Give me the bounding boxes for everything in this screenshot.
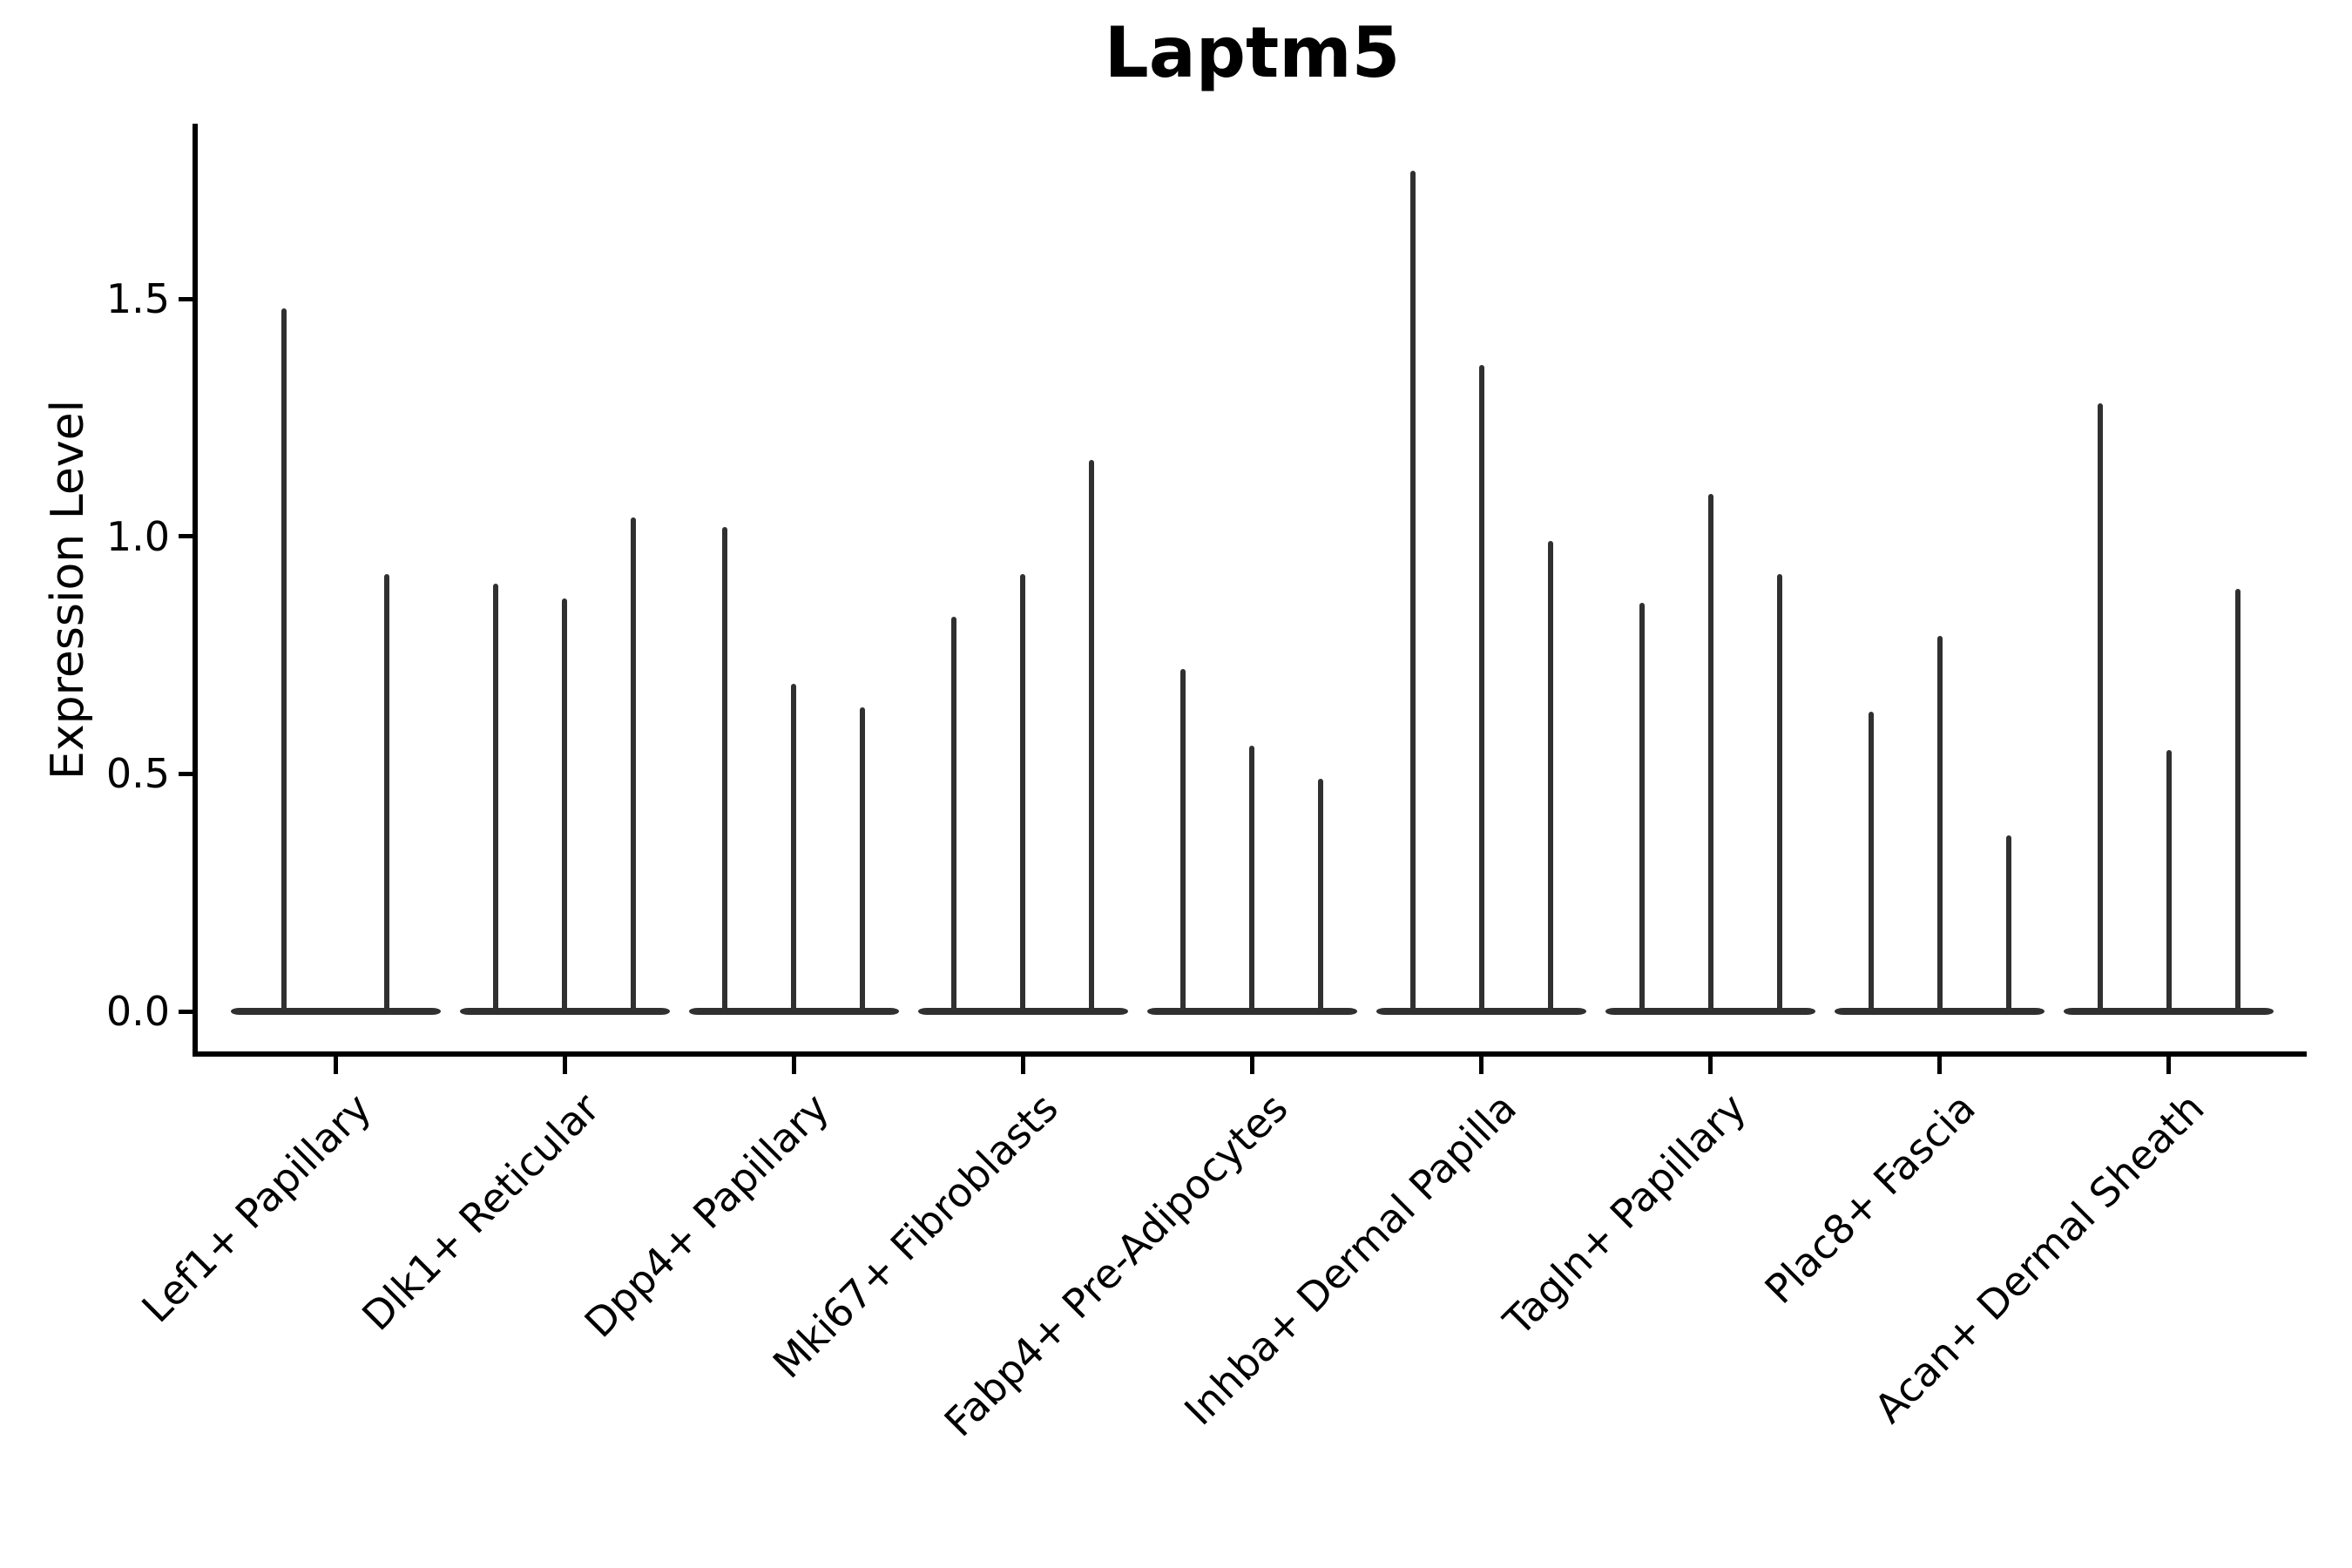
- x-tick-label: Tagln+ Papillary: [1494, 1084, 1755, 1345]
- y-tick-label: 1.5: [105, 275, 170, 323]
- violin-baseline: [1835, 1008, 2045, 1015]
- y-axis-spine: [193, 123, 198, 1057]
- violin-baseline: [1376, 1008, 1586, 1015]
- violin-spike: [791, 683, 797, 1011]
- x-tick-mark: [791, 1056, 796, 1074]
- x-tick-mark: [1249, 1056, 1254, 1074]
- violin-spike: [2166, 750, 2172, 1011]
- violin-spike: [1776, 574, 1782, 1011]
- violin-spike: [2005, 835, 2011, 1011]
- x-tick-mark: [1937, 1056, 1943, 1074]
- violin-baseline: [688, 1008, 899, 1015]
- violin-spike: [722, 526, 728, 1011]
- violin-baseline: [1146, 1008, 1357, 1015]
- y-tick-label: 0.0: [105, 988, 170, 1035]
- chart-title: Laptm5: [1104, 12, 1401, 93]
- x-tick-mark: [2166, 1056, 2172, 1074]
- x-tick-mark: [562, 1056, 567, 1074]
- y-tick-label: 1.0: [105, 512, 170, 560]
- violin-spike: [384, 574, 390, 1011]
- x-axis-spine: [193, 1051, 2307, 1057]
- violin-spike: [860, 707, 866, 1011]
- violin-spike: [2234, 588, 2240, 1011]
- x-tick-mark: [1479, 1056, 1484, 1074]
- x-tick-mark: [1020, 1056, 1025, 1074]
- y-tick-mark: [179, 296, 193, 301]
- y-tick-mark: [179, 771, 193, 776]
- violin-baseline: [459, 1008, 670, 1015]
- violin-spike: [951, 617, 957, 1011]
- x-tick-mark: [1708, 1056, 1713, 1074]
- violin-spike: [2097, 403, 2103, 1011]
- violin-spike: [1868, 712, 1874, 1011]
- y-tick-mark: [179, 534, 193, 539]
- violin-baseline: [230, 1008, 441, 1015]
- x-tick-mark: [333, 1056, 338, 1074]
- violin-spike: [493, 584, 499, 1011]
- violin-spike: [631, 517, 637, 1011]
- violin-spike: [562, 598, 568, 1011]
- violin-spike: [1639, 603, 1645, 1011]
- violin-baseline: [1605, 1008, 1816, 1015]
- violin-spike: [1547, 541, 1553, 1011]
- x-tick-label: Dpp4+ Papillary: [575, 1084, 838, 1347]
- violin-spike: [1409, 170, 1416, 1011]
- x-tick-label: Lef1+ Papillary: [132, 1084, 380, 1332]
- violin-spike: [1936, 636, 1943, 1011]
- violin-spike: [1318, 778, 1324, 1011]
- y-tick-mark: [179, 1009, 193, 1014]
- y-tick-label: 0.5: [105, 750, 170, 798]
- violin-baseline: [2064, 1008, 2274, 1015]
- violin-spike: [1249, 745, 1255, 1011]
- x-tick-label: Dlk1+ Reticular: [353, 1084, 609, 1340]
- violin-spike: [1020, 574, 1026, 1011]
- violin-spike: [1180, 669, 1186, 1011]
- violin-baseline: [917, 1008, 1128, 1015]
- x-tick-label: Plac8+ Fascia: [1755, 1084, 1984, 1313]
- violin-spike: [280, 308, 287, 1011]
- violin-spike: [1707, 493, 1713, 1011]
- violin-spike: [1478, 365, 1484, 1011]
- violin-spike: [1089, 460, 1095, 1011]
